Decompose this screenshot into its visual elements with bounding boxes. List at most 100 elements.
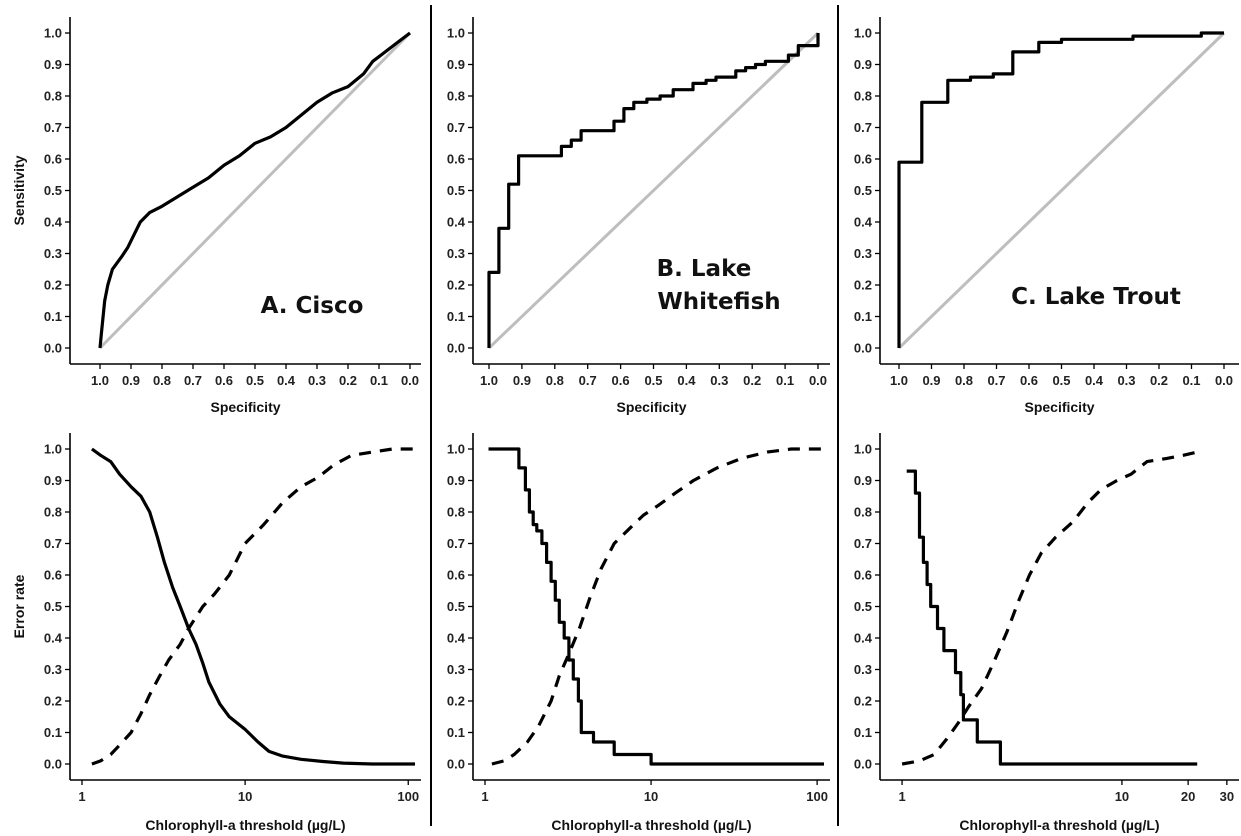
y-tick-label: 1.0 — [44, 442, 62, 457]
chart-panel-1: 0.0 0.1 0.2 0.3 0.4 0.5 0.6 0.7 0.8 0.9 1.0 1.0 0.9 0… — [11, 17, 421, 415]
solid-series-line — [487, 33, 820, 348]
chart-panel-5: 0.0 0.1 0.2 0.3 0.4 0.5 0.6 0.7 0.8 0.9 1.0 1 10 100 C… — [447, 433, 830, 833]
y-tick-label: 0.5 — [854, 183, 872, 198]
x-tick-label: 0.2 — [1150, 373, 1168, 388]
y-tick-label: 0.5 — [854, 599, 872, 614]
x-tick-label: 100 — [397, 789, 419, 804]
y-tick-label: 0.9 — [854, 57, 872, 72]
x-axis-title: Specificity — [616, 399, 686, 415]
y-tick-label: 0.1 — [447, 309, 465, 324]
y-tick-label: 0.0 — [447, 757, 465, 772]
y-tick-label: 0.1 — [447, 725, 465, 740]
y-tick-label: 0.7 — [447, 120, 465, 135]
reference-diagonal-line — [487, 31, 820, 350]
x-tick-label: 0.8 — [955, 373, 973, 388]
chart-panel-6: 0.0 0.1 0.2 0.3 0.4 0.5 0.6 0.7 0.8 0.9 1.0 1 10 20 30… — [854, 433, 1239, 833]
y-tick-label: 0.4 — [854, 631, 873, 646]
y-tick-label: 0.8 — [447, 505, 465, 520]
y-tick-label: 0.8 — [854, 505, 872, 520]
y-tick-label: 0.8 — [44, 505, 62, 520]
x-tick-label: 0.1 — [776, 373, 794, 388]
y-tick-label: 0.2 — [447, 694, 465, 709]
x-tick-label: 0.0 — [809, 373, 827, 388]
x-tick-label: 0.7 — [579, 373, 597, 388]
reference-diagonal-line — [98, 31, 412, 350]
x-tick-label: 30 — [1220, 789, 1234, 804]
y-tick-label: 0.6 — [44, 152, 62, 167]
x-tick-label: 0.3 — [1117, 373, 1135, 388]
y-tick-label: 0.8 — [854, 89, 872, 104]
x-tick-label: 0.5 — [1052, 373, 1070, 388]
x-tick-label: 1.0 — [480, 373, 498, 388]
x-tick-label: 0.9 — [922, 373, 940, 388]
x-tick-label: 100 — [806, 789, 828, 804]
y-tick-label: 0.7 — [854, 536, 872, 551]
x-tick-label: 0.4 — [1085, 373, 1104, 388]
x-tick-label: 0.0 — [1215, 373, 1233, 388]
dashed-series-line — [491, 447, 824, 766]
panel-annotation: A. Cisco — [261, 293, 364, 319]
y-tick-label: 0.0 — [854, 341, 872, 356]
y-axis-title: Sensitivity — [11, 155, 27, 225]
panel-annotation: C. Lake Trout — [1011, 284, 1181, 310]
x-axis-title: Chlorophyll-a threshold (µg/L) — [145, 817, 345, 833]
y-tick-label: 0.7 — [44, 120, 62, 135]
y-tick-label: 0.1 — [44, 725, 62, 740]
x-tick-label: 0.8 — [546, 373, 564, 388]
y-tick-label: 0.9 — [447, 57, 465, 72]
y-tick-label: 0.1 — [44, 309, 62, 324]
y-tick-label: 0.8 — [44, 89, 62, 104]
y-tick-label: 0.2 — [44, 694, 62, 709]
y-tick-label: 0.3 — [854, 246, 872, 261]
x-tick-label: 0.5 — [246, 373, 264, 388]
y-tick-label: 0.9 — [44, 57, 62, 72]
x-tick-label: 0.8 — [153, 373, 171, 388]
chart-panel-4: 0.0 0.1 0.2 0.3 0.4 0.5 0.6 0.7 0.8 0.9 1.0 1 10 100 C… — [11, 433, 421, 833]
solid-series-line — [488, 447, 824, 766]
y-tick-label: 1.0 — [854, 26, 872, 41]
x-tick-label: 0.7 — [987, 373, 1005, 388]
x-tick-label: 0.1 — [1182, 373, 1200, 388]
panel-annotation: B. Lake — [657, 256, 752, 282]
y-tick-label: 0.7 — [854, 120, 872, 135]
x-tick-label: 20 — [1181, 789, 1195, 804]
y-tick-label: 0.9 — [854, 473, 872, 488]
y-tick-label: 0.1 — [854, 725, 872, 740]
x-tick-label: 0.6 — [1020, 373, 1038, 388]
x-tick-label: 0.3 — [710, 373, 728, 388]
y-tick-label: 0.6 — [854, 568, 872, 583]
x-axis-title: Specificity — [1024, 399, 1094, 415]
y-tick-label: 0.3 — [44, 246, 62, 261]
y-tick-label: 0.7 — [44, 536, 62, 551]
y-tick-label: 0.3 — [447, 662, 465, 677]
y-tick-label: 0.4 — [854, 215, 873, 230]
x-tick-label: 0.1 — [370, 373, 388, 388]
x-tick-label: 0.3 — [308, 373, 326, 388]
y-tick-label: 0.3 — [854, 662, 872, 677]
x-tick-label: 0.5 — [644, 373, 662, 388]
y-tick-label: 0.9 — [44, 473, 62, 488]
y-tick-label: 0.4 — [447, 631, 466, 646]
x-tick-label: 10 — [238, 789, 252, 804]
solid-series-line — [906, 469, 1198, 766]
x-tick-label: 0.6 — [612, 373, 630, 388]
y-tick-label: 0.2 — [854, 694, 872, 709]
chart-panel-3: 0.0 0.1 0.2 0.3 0.4 0.5 0.6 0.7 0.8 0.9 1.0 1.0 0.9 0… — [854, 17, 1239, 415]
y-tick-label: 0.5 — [447, 183, 465, 198]
solid-series-line — [90, 447, 415, 766]
y-tick-label: 0.5 — [447, 599, 465, 614]
y-tick-label: 0.0 — [44, 341, 62, 356]
x-tick-label: 10 — [1115, 789, 1129, 804]
y-tick-label: 0.5 — [44, 599, 62, 614]
y-tick-label: 0.0 — [447, 341, 465, 356]
x-tick-label: 0.0 — [401, 373, 419, 388]
solid-series-line — [897, 31, 1224, 348]
y-tick-label: 0.3 — [44, 662, 62, 677]
x-tick-label: 0.7 — [184, 373, 202, 388]
y-tick-label: 1.0 — [447, 26, 465, 41]
y-tick-label: 0.6 — [447, 152, 465, 167]
x-tick-label: 10 — [644, 789, 658, 804]
y-tick-label: 0.2 — [44, 278, 62, 293]
y-tick-label: 0.4 — [44, 215, 63, 230]
